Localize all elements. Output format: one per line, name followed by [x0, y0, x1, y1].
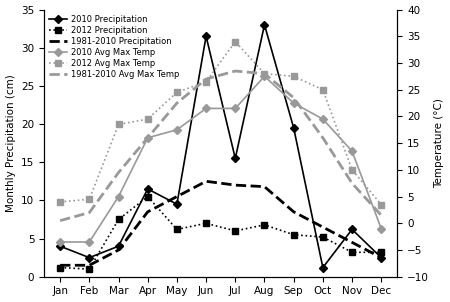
Y-axis label: Monthly Precipitation (cm): Monthly Precipitation (cm) — [5, 74, 16, 212]
Y-axis label: Temperature (°C): Temperature (°C) — [434, 98, 445, 188]
Legend: 2010 Precipitation, 2012 Precipitation, 1981-2010 Precipitation, 2010 Avg Max Te: 2010 Precipitation, 2012 Precipitation, … — [47, 12, 182, 82]
